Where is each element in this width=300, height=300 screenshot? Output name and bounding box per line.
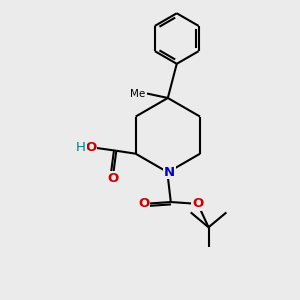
Text: O: O (85, 141, 96, 154)
Text: O: O (108, 172, 119, 185)
Text: O: O (138, 197, 150, 210)
Text: N: N (164, 166, 175, 179)
Text: Me: Me (130, 88, 145, 98)
Text: O: O (192, 197, 203, 210)
Text: H: H (76, 141, 86, 154)
